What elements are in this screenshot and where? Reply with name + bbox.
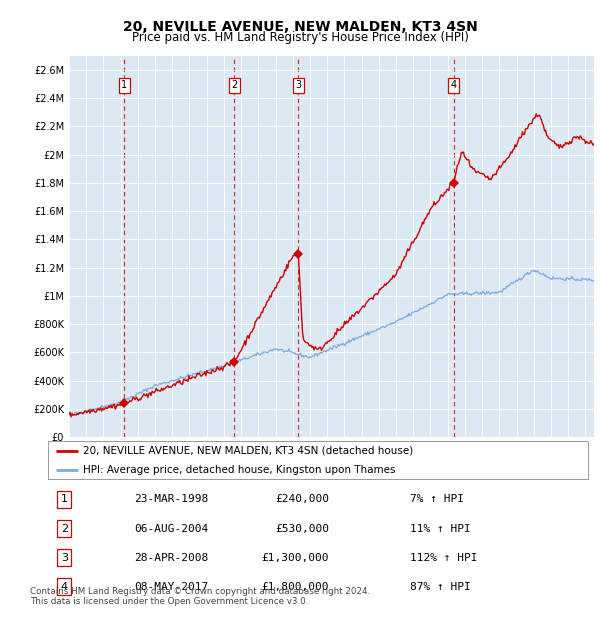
Text: 2: 2 <box>231 81 237 91</box>
Text: 112% ↑ HPI: 112% ↑ HPI <box>410 552 478 563</box>
Text: HPI: Average price, detached house, Kingston upon Thames: HPI: Average price, detached house, King… <box>83 466 395 476</box>
Text: 4: 4 <box>451 81 457 91</box>
Text: 23-MAR-1998: 23-MAR-1998 <box>134 494 209 505</box>
Text: 20, NEVILLE AVENUE, NEW MALDEN, KT3 4SN: 20, NEVILLE AVENUE, NEW MALDEN, KT3 4SN <box>122 20 478 34</box>
Text: £1,800,000: £1,800,000 <box>262 582 329 592</box>
Text: 3: 3 <box>295 81 301 91</box>
Text: 06-AUG-2004: 06-AUG-2004 <box>134 523 209 534</box>
Text: £240,000: £240,000 <box>275 494 329 505</box>
Text: 2: 2 <box>61 523 68 534</box>
Text: 87% ↑ HPI: 87% ↑ HPI <box>410 582 470 592</box>
Text: Price paid vs. HM Land Registry's House Price Index (HPI): Price paid vs. HM Land Registry's House … <box>131 31 469 44</box>
Text: 4: 4 <box>61 582 68 592</box>
Text: Contains HM Land Registry data © Crown copyright and database right 2024.
This d: Contains HM Land Registry data © Crown c… <box>30 587 370 606</box>
Text: 08-MAY-2017: 08-MAY-2017 <box>134 582 209 592</box>
Text: 7% ↑ HPI: 7% ↑ HPI <box>410 494 464 505</box>
Text: £530,000: £530,000 <box>275 523 329 534</box>
Text: £1,300,000: £1,300,000 <box>262 552 329 563</box>
Text: 20, NEVILLE AVENUE, NEW MALDEN, KT3 4SN (detached house): 20, NEVILLE AVENUE, NEW MALDEN, KT3 4SN … <box>83 446 413 456</box>
Text: 1: 1 <box>61 494 68 505</box>
Text: 28-APR-2008: 28-APR-2008 <box>134 552 209 563</box>
Text: 11% ↑ HPI: 11% ↑ HPI <box>410 523 470 534</box>
Text: 3: 3 <box>61 552 68 563</box>
Text: 1: 1 <box>121 81 127 91</box>
